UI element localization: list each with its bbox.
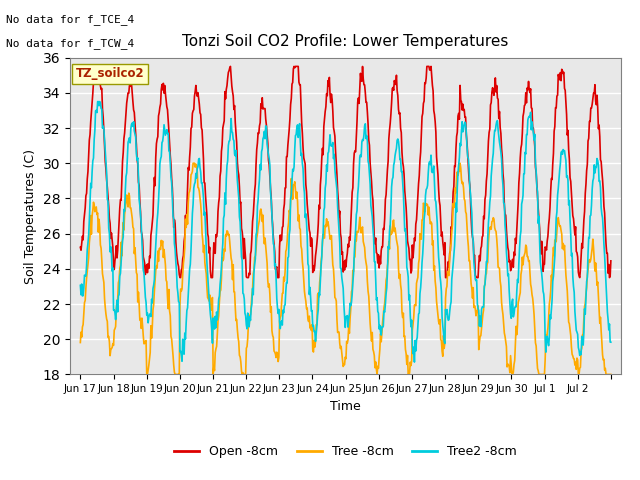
Title: Tonzi Soil CO2 Profile: Lower Temperatures: Tonzi Soil CO2 Profile: Lower Temperatur… — [182, 35, 509, 49]
X-axis label: Time: Time — [330, 400, 361, 413]
Y-axis label: Soil Temperatures (C): Soil Temperatures (C) — [24, 148, 37, 284]
Legend: Open -8cm, Tree -8cm, Tree2 -8cm: Open -8cm, Tree -8cm, Tree2 -8cm — [169, 440, 522, 463]
Text: No data for f_TCE_4: No data for f_TCE_4 — [6, 14, 134, 25]
Text: No data for f_TCW_4: No data for f_TCW_4 — [6, 38, 134, 49]
Text: TZ_soilco2: TZ_soilco2 — [76, 67, 145, 80]
